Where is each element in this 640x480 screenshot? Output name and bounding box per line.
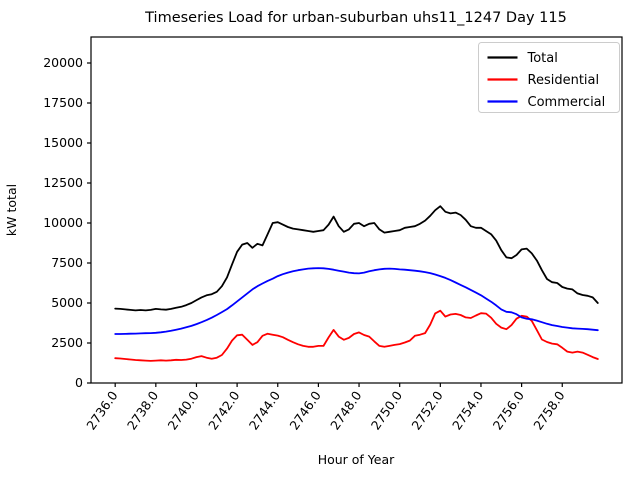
- y-tick-label: 15000: [43, 135, 83, 150]
- series-line-commercial: [114, 267, 599, 335]
- legend-label-commercial: Commercial: [528, 95, 606, 110]
- x-tick-label: 2746.0: [286, 388, 323, 432]
- series-line-residential: [114, 309, 599, 362]
- y-tick-label: 20000: [43, 55, 83, 70]
- x-tick-label: 2756.0: [490, 388, 527, 432]
- x-tick-label: 2750.0: [368, 388, 405, 432]
- axes-frame: [90, 36, 623, 384]
- series-line-total: [114, 205, 599, 312]
- x-tick-label: 2748.0: [327, 388, 364, 432]
- x-tick-label: 2744.0: [246, 388, 283, 432]
- y-tick-label: 12500: [43, 175, 83, 190]
- x-tick-label: 2736.0: [83, 388, 120, 432]
- x-tick-label: 2754.0: [449, 388, 486, 432]
- y-tick-label: 17500: [43, 95, 83, 110]
- y-tick-label: 0: [75, 375, 83, 390]
- chart-title: Timeseries Load for urban-suburban uhs11…: [144, 10, 567, 26]
- legend-box: [478, 42, 620, 113]
- legend-label-total: Total: [527, 51, 558, 66]
- y-tick-label: 5000: [51, 295, 83, 310]
- x-tick-label: 2742.0: [205, 388, 242, 432]
- x-tick-label: 2738.0: [124, 388, 161, 432]
- legend: Total Residential Commercial: [478, 42, 620, 113]
- y-axis-label: kW total: [4, 184, 19, 236]
- x-axis-label: Hour of Year: [318, 452, 395, 467]
- y-tick-label: 2500: [51, 335, 83, 350]
- x-tick-label: 2752.0: [408, 388, 445, 432]
- x-tick-label: 2758.0: [530, 388, 567, 432]
- x-tick-label: 2740.0: [165, 388, 202, 432]
- y-tick-label: 7500: [51, 255, 83, 270]
- legend-label-residential: Residential: [528, 73, 600, 88]
- y-tick-label: 10000: [43, 215, 83, 230]
